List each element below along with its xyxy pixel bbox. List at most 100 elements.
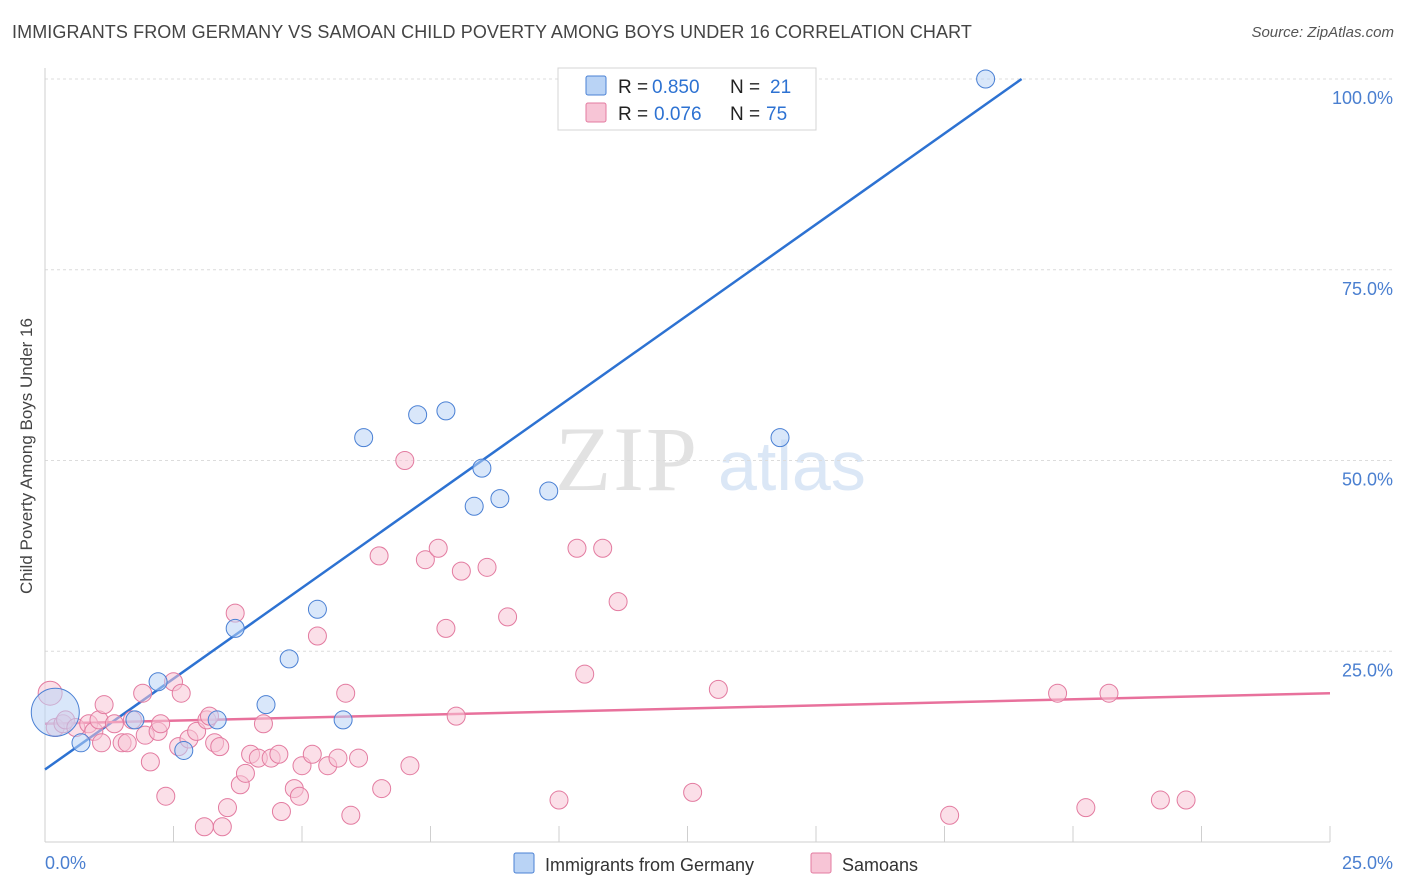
point-samoans-56 <box>428 538 448 558</box>
data-points <box>30 69 1196 837</box>
legend-n-label-germany: N = <box>730 77 760 98</box>
point-samoans-58 <box>446 706 466 726</box>
point-germany-3 <box>148 672 168 692</box>
point-germany-2 <box>125 710 145 730</box>
point-samoans-42 <box>289 786 309 806</box>
legend-r-label-germany: R = <box>618 77 648 98</box>
point-samoans-65 <box>593 538 613 558</box>
point-samoans-59 <box>451 561 471 581</box>
point-samoans-37 <box>253 714 273 734</box>
legend-n-label-samoans: N = <box>730 104 760 125</box>
point-germany-17 <box>539 481 559 501</box>
point-samoans-22 <box>171 683 191 703</box>
point-samoans-57 <box>436 618 456 638</box>
grid <box>45 78 1395 652</box>
legend: R = 0.850 N = 21 R = 0.076 N = 75 <box>557 67 817 131</box>
point-germany-6 <box>225 618 245 638</box>
point-samoans-63 <box>567 538 587 558</box>
point-samoans-25 <box>194 817 214 837</box>
point-samoans-31 <box>217 798 237 818</box>
legend-r-value-germany: 0.850 <box>652 77 700 98</box>
point-samoans-49 <box>341 805 361 825</box>
point-germany-8 <box>279 649 299 669</box>
point-germany-20 <box>976 69 996 89</box>
point-samoans-67 <box>683 782 703 802</box>
point-samoans-66 <box>608 592 628 612</box>
point-samoans-44 <box>302 744 322 764</box>
point-germany-10 <box>333 710 353 730</box>
point-germany-13 <box>436 401 456 421</box>
point-samoans-29 <box>210 737 230 757</box>
watermark-atlas: atlas <box>718 427 866 505</box>
point-samoans-9 <box>94 695 114 715</box>
point-germany-4 <box>174 740 194 760</box>
point-samoans-54 <box>400 756 420 776</box>
point-samoans-61 <box>498 607 518 627</box>
point-germany-11 <box>354 428 374 448</box>
point-samoans-19 <box>156 786 176 806</box>
point-samoans-72 <box>1099 683 1119 703</box>
trend-line-samoans <box>44 691 1331 725</box>
y-tick-label-3: 25.0% <box>1342 660 1393 680</box>
point-samoans-62 <box>549 790 569 810</box>
point-germany-5 <box>207 710 227 730</box>
point-samoans-39 <box>269 744 289 764</box>
bottom-legend-label-germany: Immigrants from Germany <box>545 855 754 875</box>
point-germany-7 <box>256 695 276 715</box>
y-tick-label-0: 100.0% <box>1332 88 1393 108</box>
y-tick-label-2: 50.0% <box>1342 470 1393 490</box>
legend-n-value-samoans: 75 <box>766 104 787 125</box>
point-samoans-60 <box>477 557 497 577</box>
legend-swatch-germany <box>585 75 607 96</box>
point-samoans-34 <box>235 763 255 783</box>
point-samoans-40 <box>271 801 291 821</box>
point-samoans-69 <box>940 805 960 825</box>
point-germany-19 <box>770 428 790 448</box>
x-tick-label-0: 0.0% <box>45 853 86 873</box>
point-samoans-16 <box>140 752 160 772</box>
tick-labels: 100.0% 75.0% 50.0% 25.0% 0.0% 25.0% <box>45 88 1393 873</box>
watermark-zip: ZIP <box>555 408 699 510</box>
point-germany-14 <box>464 496 484 516</box>
point-samoans-64 <box>575 664 595 684</box>
point-samoans-74 <box>1176 790 1196 810</box>
point-samoans-8 <box>92 733 112 753</box>
point-samoans-18 <box>151 714 171 734</box>
point-germany-15 <box>472 458 492 478</box>
legend-swatch-samoans <box>585 102 607 123</box>
point-samoans-71 <box>1076 798 1096 818</box>
trend-line-germany <box>44 77 1023 771</box>
point-germany-1 <box>71 733 91 753</box>
x-tick-label-1: 25.0% <box>1342 853 1393 873</box>
point-samoans-14 <box>133 683 153 703</box>
chart-title: IMMIGRANTS FROM GERMANY VS SAMOAN CHILD … <box>12 22 972 42</box>
legend-r-label-samoans: R = <box>618 104 648 125</box>
point-samoans-30 <box>212 817 232 837</box>
point-samoans-73 <box>1150 790 1170 810</box>
point-germany-0 <box>30 687 80 737</box>
legend-r-value-samoans: 0.076 <box>654 104 702 125</box>
legend-n-value-germany: 21 <box>770 77 791 98</box>
point-germany-9 <box>307 599 327 619</box>
bottom-legend-swatch-germany <box>513 852 535 874</box>
point-germany-12 <box>408 405 428 425</box>
point-samoans-48 <box>336 683 356 703</box>
point-samoans-55 <box>415 550 435 570</box>
point-samoans-53 <box>395 451 415 470</box>
point-samoans-51 <box>369 546 389 566</box>
point-germany-16 <box>490 489 510 509</box>
chart-source: Source: ZipAtlas.com <box>1251 24 1394 41</box>
point-samoans-70 <box>1048 683 1068 703</box>
bottom-legend-label-samoans: Samoans <box>842 855 918 875</box>
y-tick-label-1: 75.0% <box>1342 279 1393 299</box>
point-samoans-45 <box>307 626 327 646</box>
point-samoans-47 <box>328 748 348 768</box>
point-samoans-52 <box>372 779 392 799</box>
point-samoans-12 <box>117 733 137 753</box>
point-samoans-68 <box>708 679 728 699</box>
point-samoans-50 <box>349 748 369 768</box>
bottom-legend-swatch-samoans <box>810 852 832 874</box>
bottom-legend: Immigrants from Germany Samoans <box>513 852 918 875</box>
point-samoans-10 <box>104 714 124 734</box>
